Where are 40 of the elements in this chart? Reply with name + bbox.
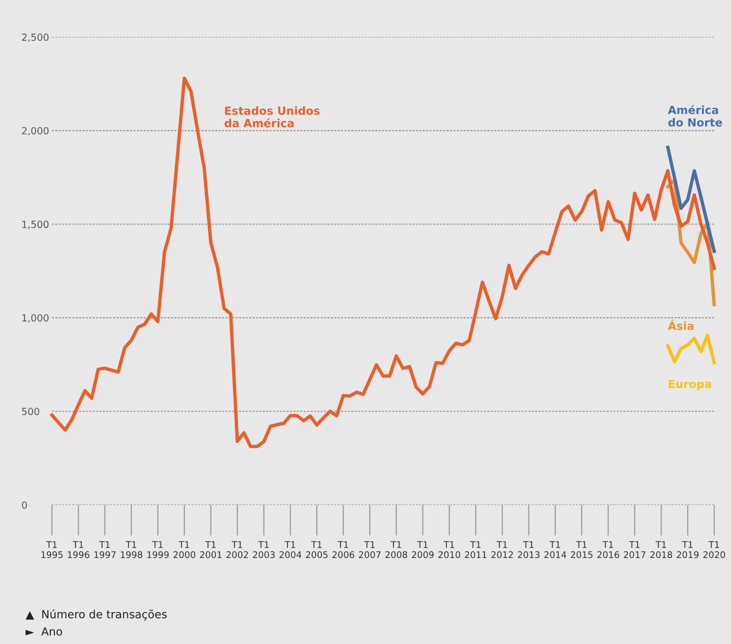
- x-tick-label: T1 2010: [438, 541, 460, 558]
- x-tick-label: T1 2004: [280, 541, 302, 558]
- y-tick-label: 2,500: [22, 34, 49, 42]
- x-tick-label: T1 2015: [570, 541, 592, 558]
- x-tick-label: T1 2006: [332, 541, 354, 558]
- y-tick-label: 500: [22, 408, 40, 416]
- x-tick-label: T1 1997: [94, 541, 116, 558]
- x-tick-label: T1 2007: [358, 541, 381, 558]
- series-label: Europa: [668, 380, 712, 390]
- x-tick-label: T1 2000: [174, 541, 196, 558]
- x-tick-label: T1 1999: [147, 541, 169, 558]
- x-tick-label: T1 2017: [624, 541, 646, 558]
- x-tick-label: T1 1996: [68, 541, 90, 558]
- line-series: [666, 334, 716, 364]
- text: Estados Unidos da América: [224, 106, 320, 128]
- x-tick-label: T1 1995: [41, 541, 63, 558]
- text: Ásia: [668, 320, 694, 330]
- x-tick-label: T1 2018: [650, 541, 672, 558]
- x-tick-label: T1 2019: [676, 541, 699, 558]
- x-tick-label: T1 2020: [703, 541, 726, 558]
- x-tick-label: T1 2003: [253, 541, 275, 558]
- x-tick-label: T1 2008: [385, 541, 408, 558]
- x-tick-label: T1 2005: [306, 541, 328, 558]
- text: ▲ Número de transações: [26, 609, 167, 620]
- x-tick-label: T1 1998: [120, 541, 142, 558]
- text: ► Ano: [26, 627, 62, 636]
- x-tick-label: T1 2013: [518, 541, 540, 558]
- x-tick-label: T1 2011: [464, 541, 486, 558]
- series-label: América do Norte: [668, 105, 722, 127]
- x-tick-label: T1 2002: [226, 541, 248, 558]
- x-tick-label: T1 2016: [597, 541, 620, 558]
- y-tick-label: 0: [22, 501, 27, 509]
- x-tick-label: T1 2012: [491, 541, 513, 558]
- line-series: [666, 146, 716, 253]
- y-tick-label: 1,000: [22, 314, 49, 323]
- y-tick-label: 2,000: [22, 127, 49, 136]
- x-tick-label: T1 2001: [200, 541, 222, 558]
- y-tick-label: 1,500: [22, 220, 49, 229]
- x-tick-label: T1 2009: [412, 541, 434, 558]
- x-tick-label: T1 2014: [544, 541, 566, 558]
